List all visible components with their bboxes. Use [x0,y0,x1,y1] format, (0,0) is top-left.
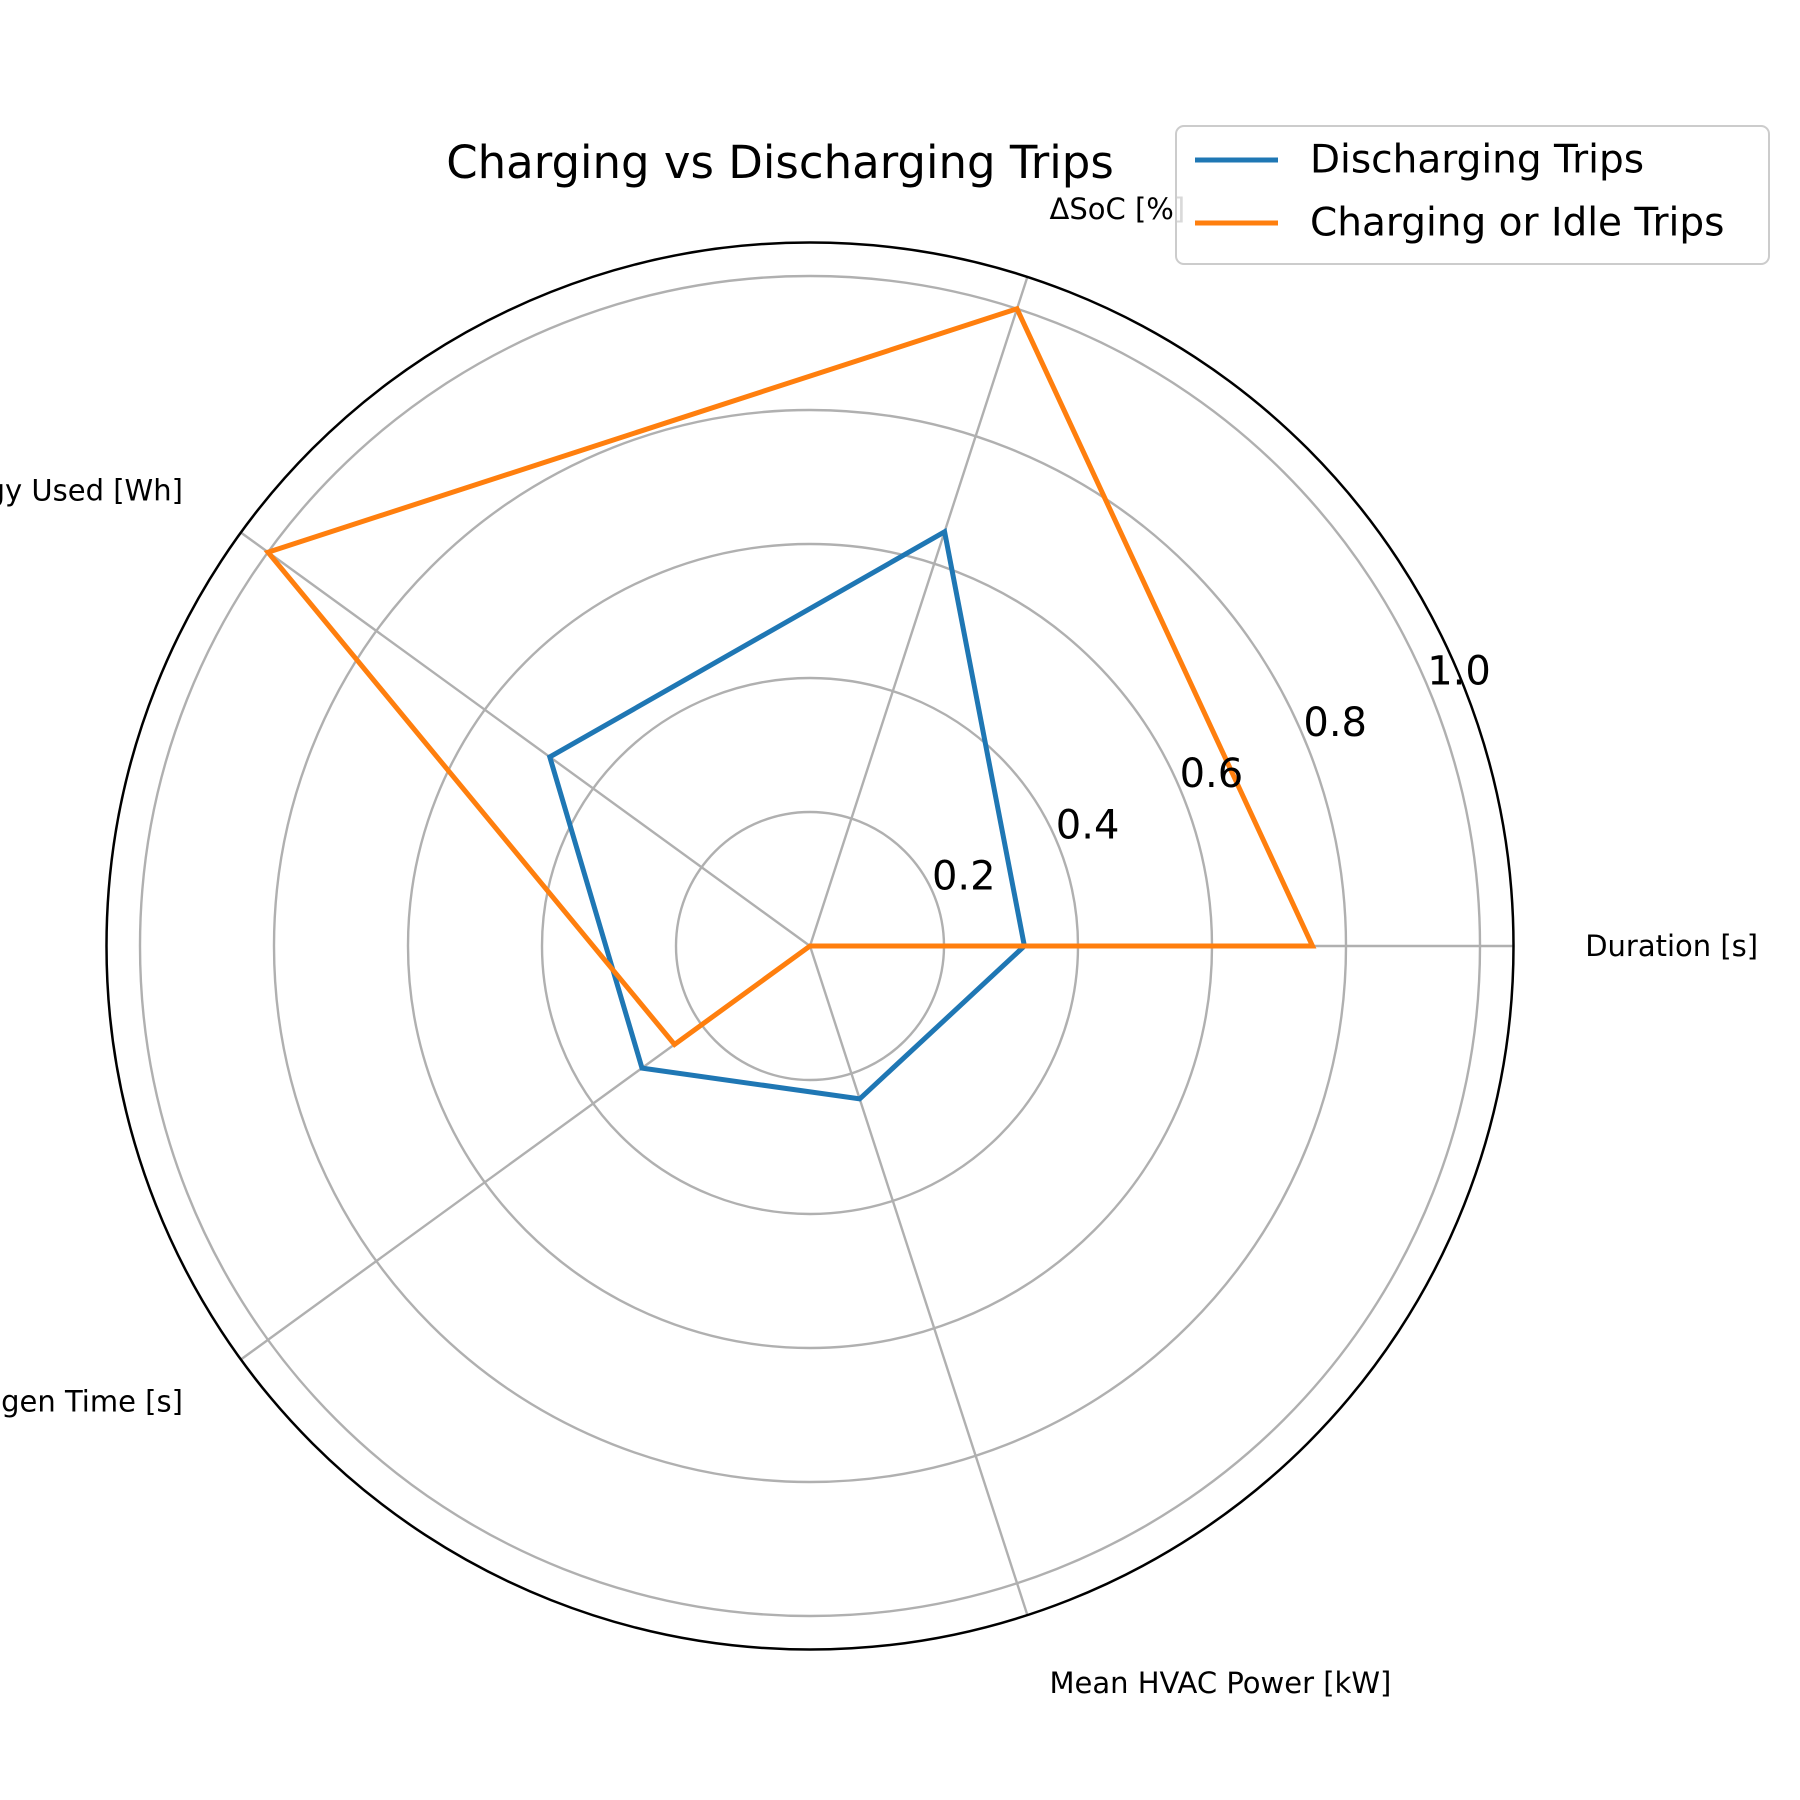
legend-label-1: Charging or Idle Trips [1310,201,1724,246]
legend-frame [1175,125,1770,265]
series-layer [263,305,1317,1102]
legend: Discharging Trips Charging or Idle Trips [1175,125,1770,265]
radial-tick-labels: 0.2 0.4 0.6 0.8 1.0 [932,649,1491,900]
axis-label-4: Mean HVAC Power [kW] [1050,1666,1392,1700]
grid-spoke-4 [808,945,1029,1616]
series-line-0 [546,527,1028,1102]
axis-label-0: Duration [s] [1585,929,1758,963]
legend-label-0: Discharging Trips [1310,138,1644,183]
radial-tick-label-4: 1.0 [1427,649,1491,695]
chart-title: Charging vs Discharging Trips [446,136,1114,189]
radial-tick-label-1: 0.4 [1056,802,1120,848]
axis-labels: Duration [s] ΔSoC [%] Energy Used [Wh] Rege… [0,192,1758,1700]
grid-spoke-2 [240,531,811,947]
radial-tick-label-3: 0.8 [1303,700,1367,746]
outer-frame [105,241,1515,1651]
axis-label-3: Regen Time [s] [0,1385,183,1419]
axis-label-2: Energy Used [Wh] [0,473,183,507]
series-line-1 [263,305,1317,1048]
axis-label-1: ΔSoC [%] [1050,192,1186,226]
radial-tick-label-0: 0.2 [932,854,996,900]
radial-tick-label-2: 0.6 [1180,751,1244,797]
grid-spoke-1 [808,276,1029,947]
